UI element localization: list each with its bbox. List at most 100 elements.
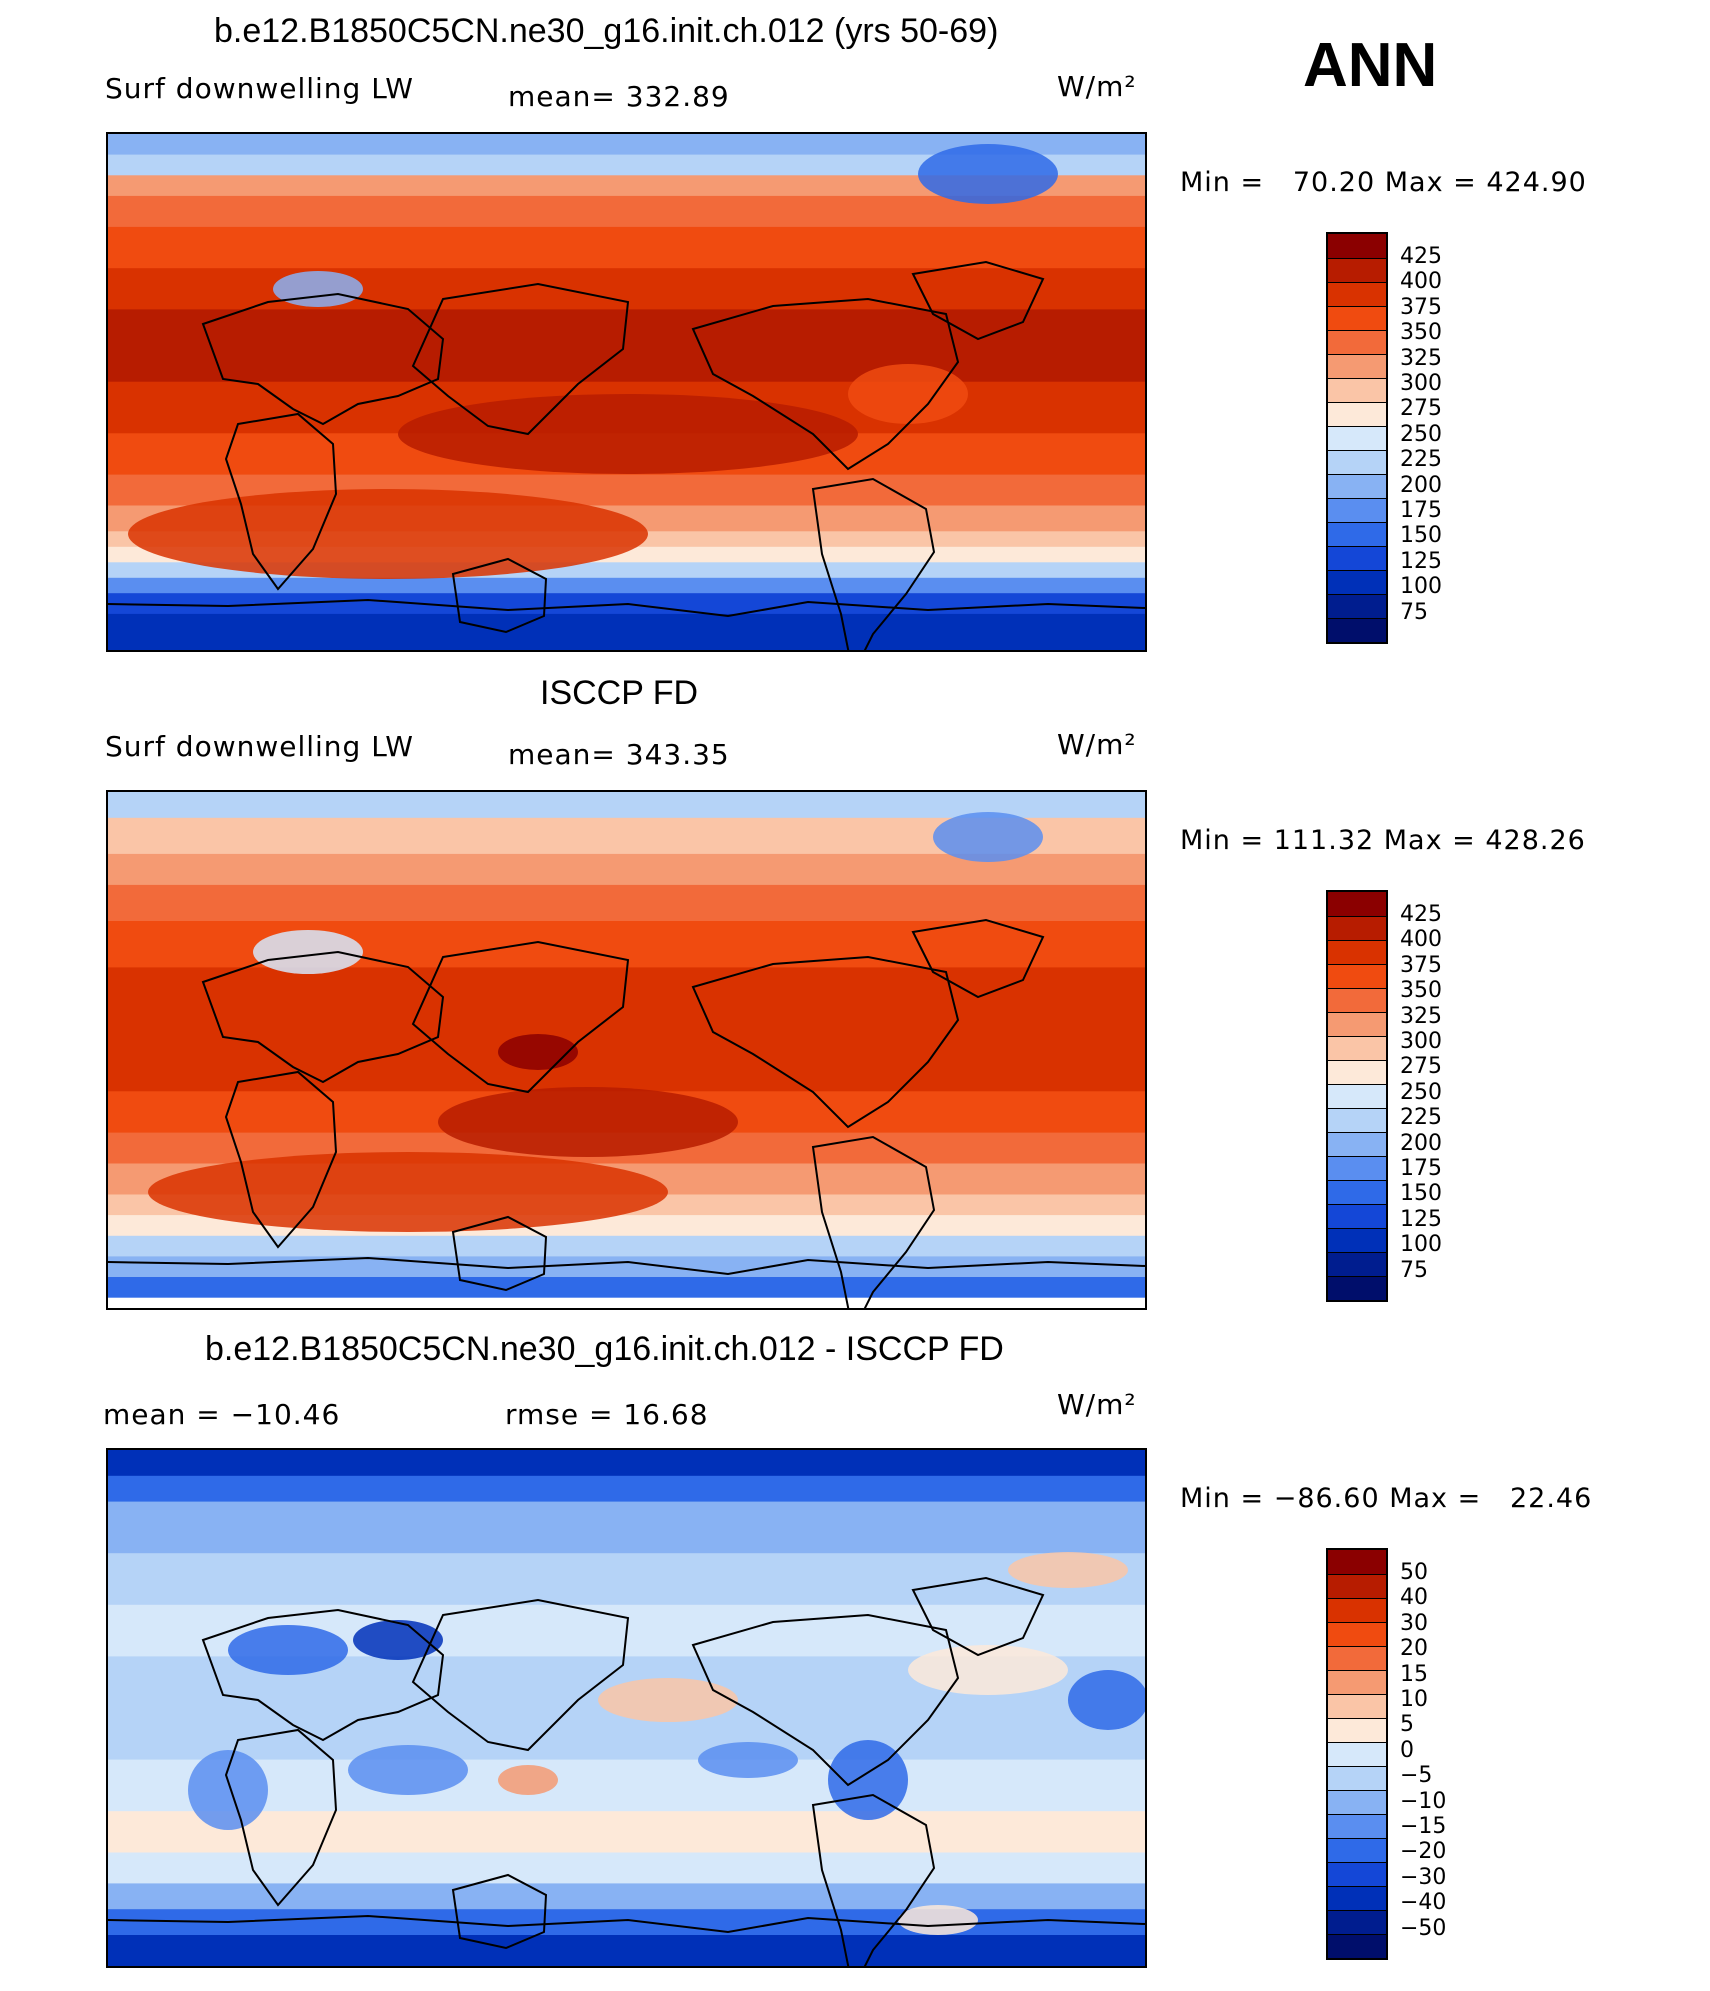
colorbar-swatch: [1328, 1814, 1386, 1838]
colorbar-tick-label: 100: [1400, 1232, 1442, 1258]
panel-1-colorbar: [1326, 232, 1388, 644]
colorbar-swatch: [1328, 1276, 1386, 1300]
colorbar-swatch: [1328, 378, 1386, 402]
colorbar-tick-label: −30: [1400, 1864, 1447, 1890]
coastline: [224, 1070, 338, 1249]
colorbar-swatch: [1328, 354, 1386, 378]
colorbar-swatch: [1328, 1622, 1386, 1646]
colorbar-tick-label: 100: [1400, 574, 1442, 600]
colorbar-tick-label: −5: [1400, 1763, 1433, 1789]
coastline: [691, 297, 960, 471]
coastline: [108, 598, 1145, 618]
colorbar-tick-label: 350: [1400, 978, 1442, 1004]
panel-2-title: ISCCP FD: [540, 674, 699, 712]
coastline: [811, 1793, 936, 1966]
colorbar-swatch: [1328, 1036, 1386, 1060]
colorbar-swatch: [1328, 1204, 1386, 1228]
coastline: [411, 282, 630, 436]
colorbar-tick-label: −20: [1400, 1839, 1447, 1865]
colorbar-swatch: [1328, 892, 1386, 916]
panel-2-minmax: Min = 111.32 Max = 428.26: [1180, 825, 1586, 856]
coastline: [691, 1613, 960, 1787]
coastline: [224, 1728, 338, 1907]
colorbar-tick-label: 425: [1400, 244, 1442, 269]
colorbar-tick-label: 50: [1400, 1560, 1428, 1585]
colorbar-tick-label: 75: [1400, 1257, 1428, 1283]
panel-3-title: b.e12.B1850C5CN.ne30_g16.init.ch.012 - I…: [205, 1330, 1004, 1368]
colorbar-tick-label: 275: [1400, 396, 1442, 422]
panel-2-variable-label: Surf downwelling LW: [105, 730, 414, 763]
colorbar-swatch: [1328, 1742, 1386, 1766]
colorbar-swatch: [1328, 1574, 1386, 1598]
colorbar-tick-label: 425: [1400, 902, 1442, 927]
colorbar-swatch: [1328, 988, 1386, 1012]
colorbar-swatch: [1328, 570, 1386, 594]
panel-1-units: W/m²: [1057, 70, 1137, 103]
colorbar-swatch: [1328, 940, 1386, 964]
coastline: [411, 1598, 630, 1752]
colorbar-swatch: [1328, 1910, 1386, 1934]
panel-1-map-svg: [108, 134, 1145, 650]
colorbar-swatch: [1328, 1718, 1386, 1742]
colorbar-tick-label: 250: [1400, 1079, 1442, 1105]
colorbar-swatch: [1328, 426, 1386, 450]
colorbar-swatch: [1328, 1060, 1386, 1084]
colorbar-swatch: [1328, 1790, 1386, 1814]
colorbar-tick-label: 30: [1400, 1610, 1428, 1636]
panel-2-map: [106, 790, 1147, 1310]
colorbar-swatch: [1328, 1108, 1386, 1132]
coastline: [811, 477, 936, 650]
colorbar-tick-label: 5: [1400, 1712, 1414, 1738]
colorbar-tick-label: 300: [1400, 371, 1442, 396]
coastline: [451, 1873, 548, 1950]
panel-1-mean-label: mean= 332.89: [508, 80, 730, 113]
coastline: [201, 292, 445, 426]
colorbar-tick-label: 225: [1400, 447, 1442, 473]
colorbar-swatch: [1328, 450, 1386, 474]
colorbar-swatch: [1328, 1012, 1386, 1036]
colorbar-swatch: [1328, 1646, 1386, 1670]
coastline: [224, 412, 338, 591]
colorbar-swatch: [1328, 522, 1386, 546]
colorbar-tick-label: 325: [1400, 345, 1442, 371]
panel-3-mean-label: mean = −10.46: [103, 1398, 341, 1431]
coastline: [108, 1256, 1145, 1276]
colorbar-swatch: [1328, 618, 1386, 642]
colorbar-tick-label: 20: [1400, 1636, 1428, 1662]
panel-1-title: b.e12.B1850C5CN.ne30_g16.init.ch.012 (yr…: [214, 12, 999, 50]
panel-3-map: [106, 1448, 1147, 1968]
colorbar-swatch: [1328, 234, 1386, 258]
colorbar-tick-label: 175: [1400, 1156, 1442, 1181]
coastline: [911, 260, 1045, 341]
panel-1-minmax: Min = 70.20 Max = 424.90: [1180, 167, 1587, 198]
coastline: [108, 1914, 1145, 1934]
colorbar-swatch: [1328, 1670, 1386, 1694]
panel-2-mean-label: mean= 343.35: [508, 738, 730, 771]
colorbar-tick-label: 150: [1400, 1181, 1442, 1207]
coastline: [911, 918, 1045, 999]
coastline: [201, 1608, 445, 1742]
colorbar-tick-label: 125: [1400, 1206, 1442, 1232]
colorbar-tick-label: −40: [1400, 1890, 1447, 1916]
panel-1-map: [106, 132, 1147, 652]
colorbar-tick-label: 325: [1400, 1003, 1442, 1029]
colorbar-tick-label: 375: [1400, 952, 1442, 978]
colorbar-tick-label: 0: [1400, 1737, 1414, 1763]
colorbar-swatch: [1328, 282, 1386, 306]
colorbar-tick-label: 225: [1400, 1105, 1442, 1131]
panel-3-units: W/m²: [1057, 1388, 1137, 1421]
colorbar-swatch: [1328, 1252, 1386, 1276]
colorbar-swatch: [1328, 474, 1386, 498]
colorbar-swatch: [1328, 1934, 1386, 1958]
colorbar-swatch: [1328, 916, 1386, 940]
panel-3-map-svg: [108, 1450, 1145, 1966]
colorbar-swatch: [1328, 1550, 1386, 1574]
colorbar-tick-label: −15: [1400, 1814, 1447, 1839]
colorbar-tick-label: 350: [1400, 320, 1442, 346]
colorbar-swatch: [1328, 594, 1386, 618]
panel-1-variable-label: Surf downwelling LW: [105, 72, 414, 105]
colorbar-swatch: [1328, 1862, 1386, 1886]
colorbar-tick-label: 400: [1400, 269, 1442, 295]
colorbar-tick-label: −10: [1400, 1788, 1447, 1814]
colorbar-tick-label: 250: [1400, 421, 1442, 447]
